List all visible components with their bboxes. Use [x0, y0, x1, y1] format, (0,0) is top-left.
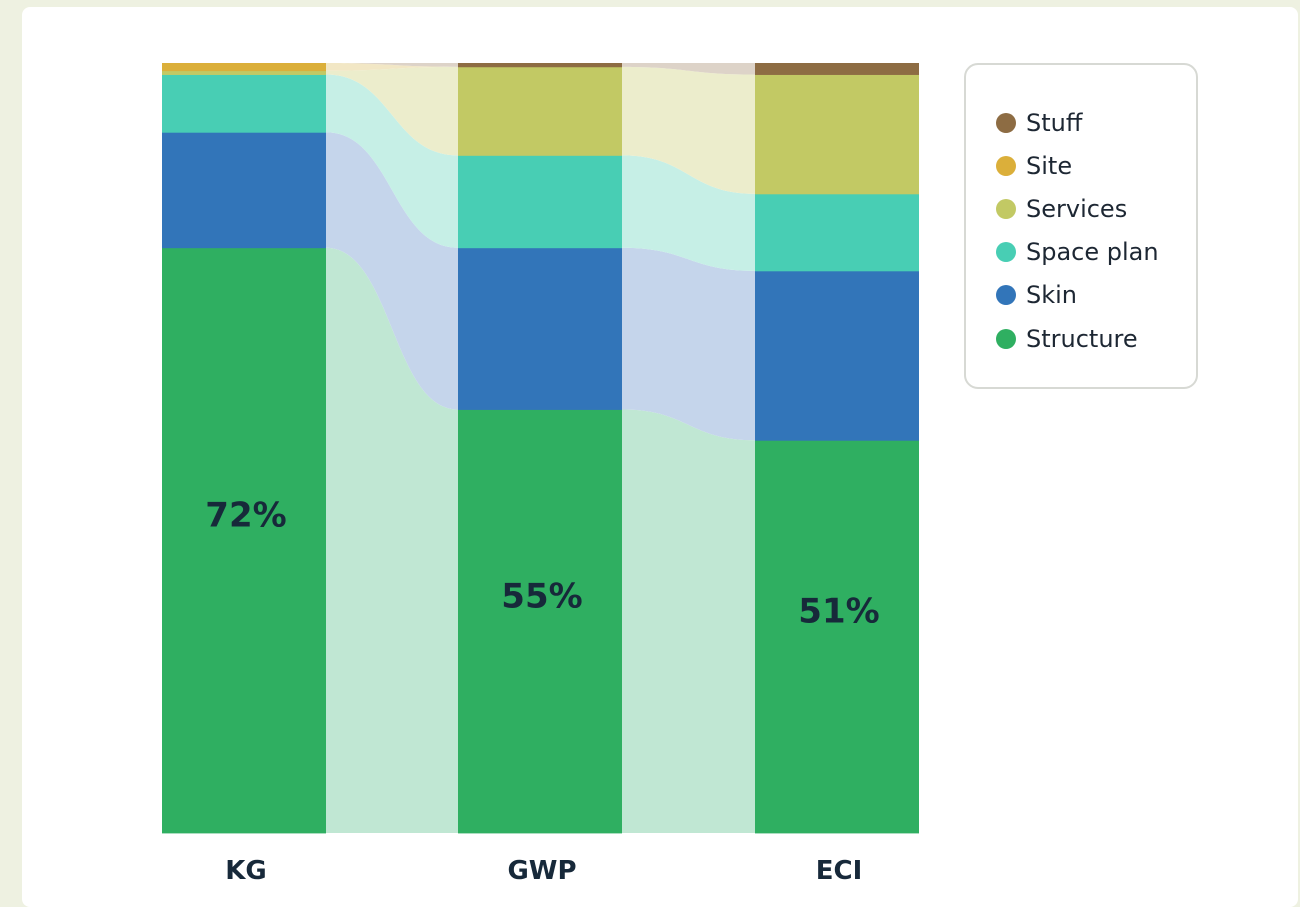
legend-swatch-services	[996, 198, 1016, 219]
bar-kg	[162, 63, 326, 834]
flow-bands	[326, 63, 755, 834]
flow-space-plan-kg-to-gwp	[326, 74, 458, 248]
flow-space-plan-gwp-to-eci	[622, 155, 755, 271]
data-label-kg: 72%	[205, 495, 286, 535]
bar-segment-kg-site[interactable]	[162, 63, 326, 72]
flow-structure-gwp-to-eci	[622, 409, 755, 833]
bar-segment-gwp-services[interactable]	[458, 66, 622, 156]
flow-structure-kg-to-gwp	[326, 247, 458, 834]
legend-item-stuff[interactable]: Stuff	[996, 101, 1196, 144]
flow-skin-gwp-to-eci	[622, 247, 755, 441]
bar-segment-kg-structure[interactable]	[162, 247, 326, 834]
legend-swatch-structure	[996, 328, 1016, 349]
legend-label-structure: Structure	[1026, 324, 1138, 353]
legend-swatch-skin	[996, 285, 1016, 306]
legend-label-skin: Skin	[1026, 281, 1078, 310]
flow-services-gwp-to-eci	[622, 66, 755, 194]
x-tick-label-kg: KG	[225, 856, 267, 886]
bar-segment-kg-space-plan[interactable]	[162, 74, 326, 133]
legend-label-site: Site	[1026, 151, 1073, 180]
legend-item-space-plan[interactable]: Space plan	[996, 231, 1196, 274]
bar-segment-eci-structure[interactable]	[755, 440, 919, 834]
flow-site-kg-to-gwp	[326, 63, 458, 71]
bar-segment-gwp-skin[interactable]	[458, 247, 622, 410]
bar-segment-gwp-structure[interactable]	[458, 409, 622, 834]
bar-segment-kg-services[interactable]	[162, 70, 326, 75]
bar-segment-eci-skin[interactable]	[755, 270, 919, 441]
bar-segment-gwp-stuff[interactable]	[458, 63, 622, 68]
x-tick-label-eci: ECI	[816, 856, 863, 886]
legend-label-space-plan: Space plan	[1026, 238, 1159, 267]
legend: Stuff Site Services Space plan Skin Structure	[964, 63, 1198, 389]
flow-stuff-gwp-to-eci	[622, 63, 755, 75]
legend-label-stuff: Stuff	[1026, 108, 1083, 137]
bar-segment-kg-skin[interactable]	[162, 132, 326, 249]
legend-item-skin[interactable]: Skin	[996, 274, 1196, 317]
x-tick-label-gwp: GWP	[507, 856, 576, 886]
legend-item-structure[interactable]: Structure	[996, 317, 1196, 360]
data-label-gwp: 55%	[501, 576, 582, 616]
flow-services-kg-to-gwp	[326, 66, 458, 156]
legend-swatch-space-plan	[996, 242, 1016, 263]
flow-stuff-kg-to-gwp	[326, 63, 458, 67]
bar-gwp	[458, 63, 622, 834]
bar-segment-eci-services[interactable]	[755, 74, 919, 195]
legend-swatch-stuff	[996, 112, 1016, 133]
legend-label-services: Services	[1026, 194, 1128, 223]
data-label-eci: 51%	[798, 592, 879, 632]
legend-swatch-site	[996, 155, 1016, 176]
legend-item-site[interactable]: Site	[996, 144, 1196, 187]
flow-skin-kg-to-gwp	[326, 132, 458, 410]
bar-segment-eci-stuff[interactable]	[755, 63, 919, 75]
bar-segment-eci-space-plan[interactable]	[755, 193, 919, 272]
bar-segment-gwp-space-plan[interactable]	[458, 155, 622, 249]
bar-eci	[755, 63, 919, 834]
legend-item-services[interactable]: Services	[996, 187, 1196, 230]
